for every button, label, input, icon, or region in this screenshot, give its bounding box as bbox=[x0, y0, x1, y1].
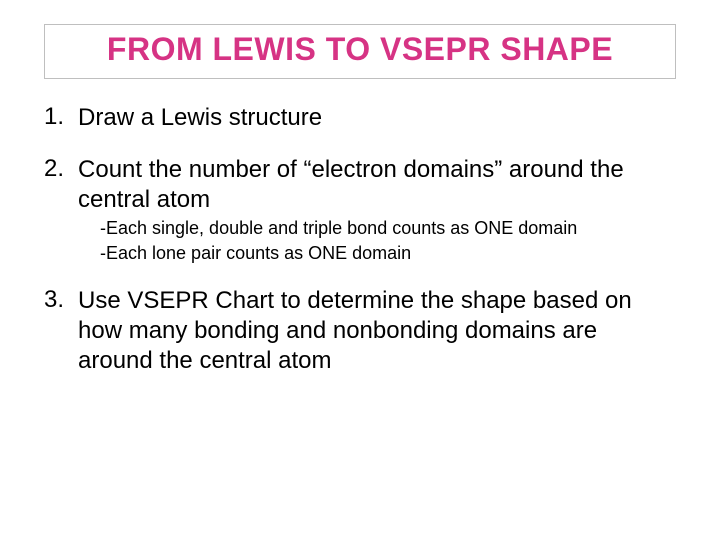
item-number: 2. bbox=[44, 155, 78, 183]
item-text: Draw a Lewis structure bbox=[78, 103, 676, 133]
list-item: 2. Count the number of “electron domains… bbox=[44, 155, 676, 264]
item-text: Count the number of “electron domains” a… bbox=[78, 155, 676, 215]
item-number: 3. bbox=[44, 286, 78, 314]
list-item-row: 3. Use VSEPR Chart to determine the shap… bbox=[44, 286, 676, 376]
item-number: 1. bbox=[44, 103, 78, 131]
item-subtext: -Each lone pair counts as ONE domain bbox=[100, 242, 676, 265]
steps-list: 1. Draw a Lewis structure 2. Count the n… bbox=[44, 103, 676, 376]
item-subtext: -Each single, double and triple bond cou… bbox=[100, 217, 676, 240]
list-item-row: 1. Draw a Lewis structure bbox=[44, 103, 676, 133]
list-item: 3. Use VSEPR Chart to determine the shap… bbox=[44, 286, 676, 376]
title-container: FROM LEWIS TO VSEPR SHAPE bbox=[44, 24, 676, 79]
slide: FROM LEWIS TO VSEPR SHAPE 1. Draw a Lewi… bbox=[0, 0, 720, 540]
list-item-row: 2. Count the number of “electron domains… bbox=[44, 155, 676, 215]
slide-title: FROM LEWIS TO VSEPR SHAPE bbox=[53, 31, 667, 68]
item-text: Use VSEPR Chart to determine the shape b… bbox=[78, 286, 676, 376]
list-item: 1. Draw a Lewis structure bbox=[44, 103, 676, 133]
